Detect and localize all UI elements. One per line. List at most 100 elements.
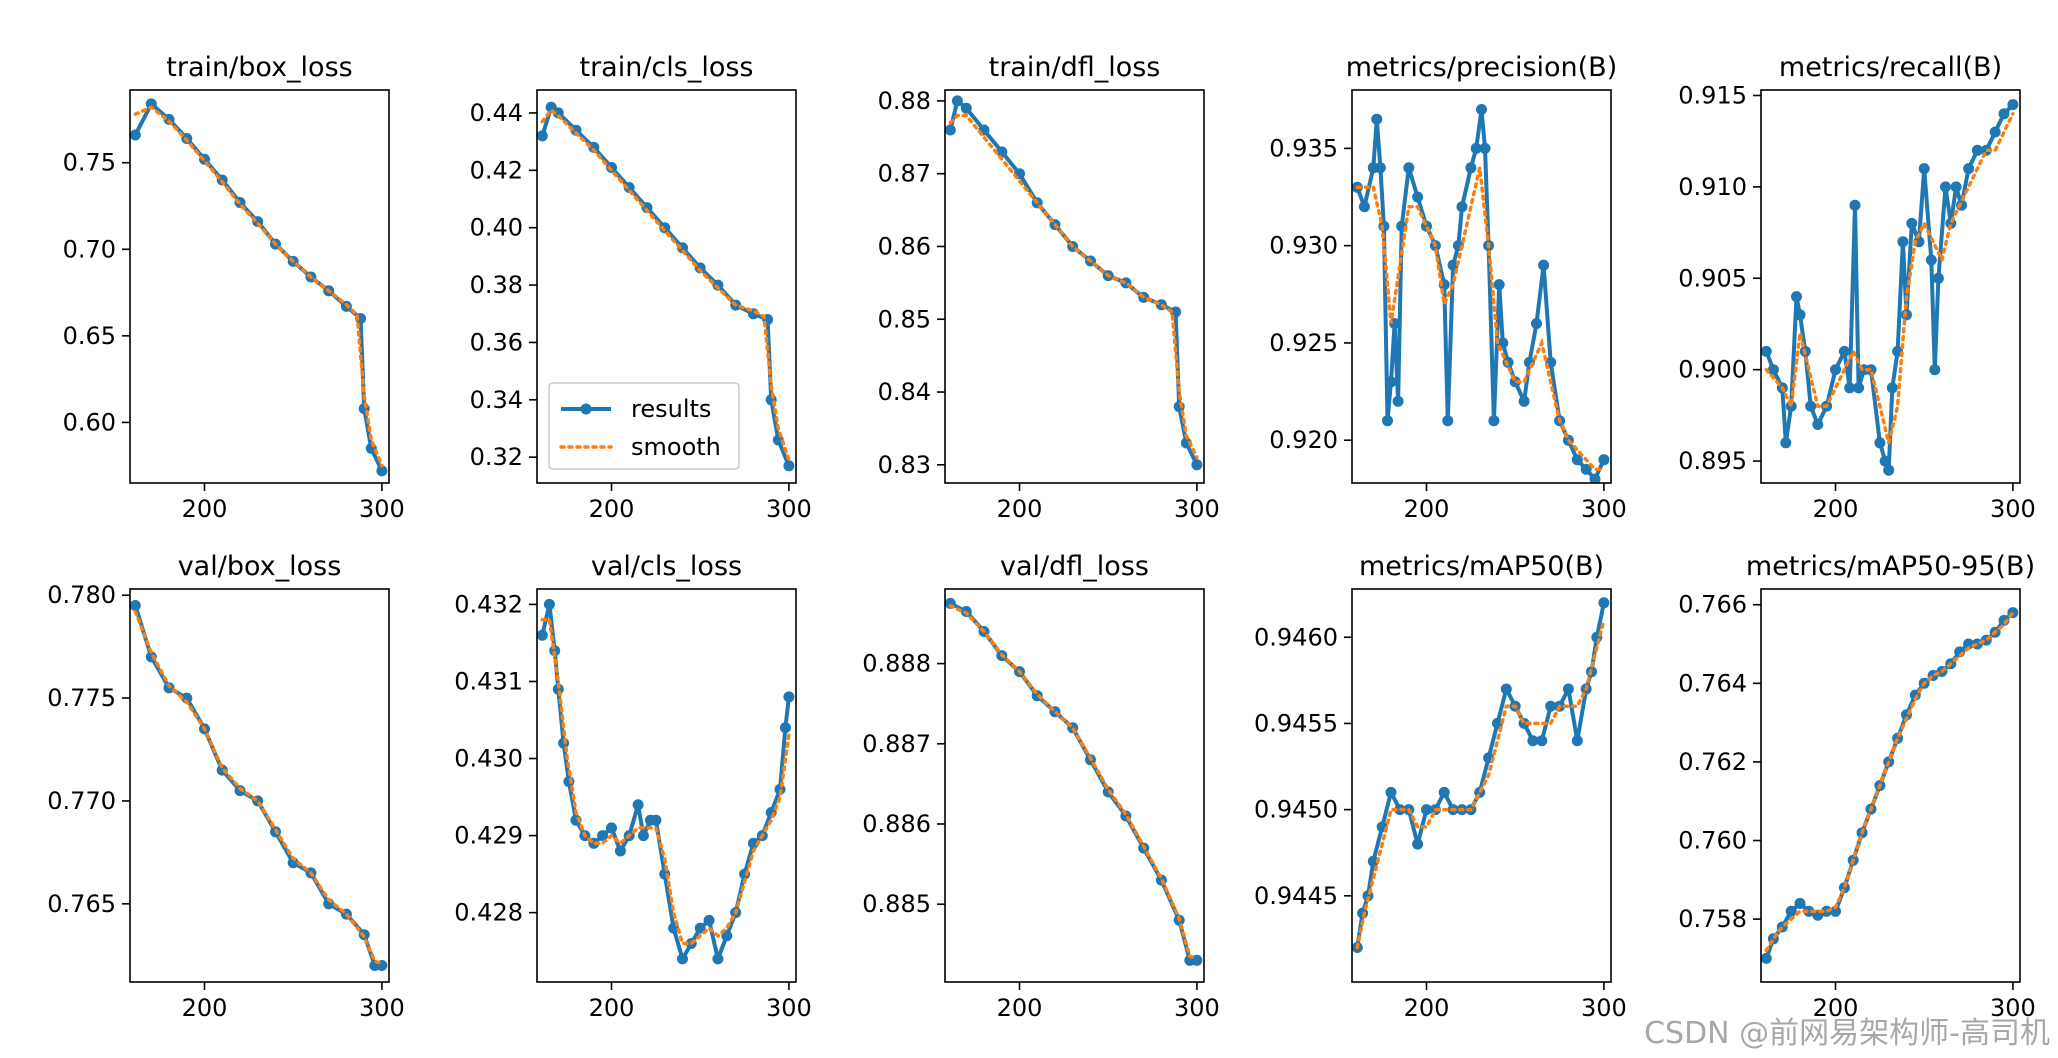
data-point bbox=[712, 279, 724, 291]
data-point bbox=[1838, 345, 1850, 357]
y-tick-label: 0.775 bbox=[47, 684, 116, 712]
y-tick-label: 0.758 bbox=[1678, 905, 1747, 933]
data-point bbox=[1598, 454, 1610, 466]
data-point bbox=[1785, 905, 1797, 917]
y-tick-label: 0.925 bbox=[1269, 329, 1338, 357]
plot-frame bbox=[536, 89, 797, 484]
y-tick-label: 0.34 bbox=[470, 386, 523, 414]
y-tick-label: 0.431 bbox=[454, 667, 523, 695]
data-point bbox=[1805, 400, 1817, 412]
x-tick-label: 300 bbox=[766, 994, 812, 1022]
series-line-results bbox=[1764, 103, 2015, 473]
data-point bbox=[1918, 163, 1930, 175]
data-point bbox=[1412, 191, 1424, 203]
data-point bbox=[1403, 162, 1415, 174]
data-point bbox=[945, 124, 956, 136]
series-line-smooth bbox=[1764, 610, 2015, 953]
y-tick-label: 0.87 bbox=[878, 160, 931, 188]
data-point bbox=[1812, 419, 1824, 430]
series-line-results bbox=[948, 98, 1199, 466]
x-tick-label: 300 bbox=[359, 495, 405, 523]
data-point bbox=[1925, 254, 1937, 266]
chart-title: metrics/precision(B) bbox=[1346, 52, 1618, 83]
data-point bbox=[1932, 272, 1944, 284]
plot-frame bbox=[1351, 89, 1612, 484]
series-line-results bbox=[949, 601, 1197, 963]
chart-title: val/box_loss bbox=[178, 551, 342, 582]
data-point bbox=[2007, 99, 2019, 111]
data-point bbox=[1761, 952, 1772, 964]
data-point bbox=[1442, 415, 1454, 427]
y-tick-label: 0.36 bbox=[470, 328, 523, 356]
y-tick-label: 0.770 bbox=[47, 787, 116, 815]
y-tick-label: 0.9455 bbox=[1254, 709, 1338, 737]
x-tick-label: 300 bbox=[1174, 495, 1220, 523]
data-point bbox=[1761, 345, 1772, 357]
data-point bbox=[1589, 473, 1601, 483]
y-tick-label: 0.70 bbox=[63, 235, 116, 263]
data-point bbox=[712, 953, 724, 965]
data-point bbox=[1989, 126, 2001, 138]
series-line-results bbox=[540, 602, 791, 961]
data-point bbox=[1367, 855, 1379, 867]
data-point bbox=[1580, 463, 1592, 475]
y-tick-label: 0.60 bbox=[63, 408, 116, 436]
y-tick-label: 0.764 bbox=[1678, 669, 1747, 697]
data-point bbox=[1385, 786, 1397, 798]
data-point bbox=[1531, 318, 1542, 329]
data-point bbox=[659, 222, 671, 234]
series-line-results bbox=[1355, 602, 1606, 948]
data-point bbox=[960, 102, 972, 114]
y-tick-label: 0.886 bbox=[862, 810, 931, 838]
data-point bbox=[1571, 454, 1583, 466]
data-point bbox=[570, 124, 582, 136]
data-point bbox=[1794, 897, 1806, 909]
y-tick-label: 0.32 bbox=[470, 443, 523, 471]
data-point bbox=[588, 141, 600, 153]
series-line-smooth bbox=[948, 604, 1199, 961]
series-line-smooth bbox=[133, 609, 384, 966]
chart-title: val/cls_loss bbox=[591, 551, 742, 582]
data-point bbox=[1874, 437, 1886, 449]
y-tick-label: 0.44 bbox=[470, 99, 523, 127]
data-point bbox=[1412, 838, 1424, 850]
series-line-smooth bbox=[948, 113, 1199, 460]
data-point bbox=[1470, 142, 1482, 154]
y-tick-label: 0.88 bbox=[878, 87, 931, 115]
data-point bbox=[694, 262, 706, 274]
y-tick-label: 0.766 bbox=[1678, 591, 1747, 619]
x-tick-label: 300 bbox=[766, 495, 812, 523]
y-tick-label: 0.65 bbox=[63, 322, 116, 350]
data-point bbox=[1562, 683, 1574, 695]
data-point bbox=[1803, 905, 1815, 917]
data-point bbox=[1998, 108, 2010, 120]
chart-title: train/cls_loss bbox=[579, 52, 753, 83]
y-tick-label: 0.895 bbox=[1678, 447, 1747, 475]
data-point bbox=[650, 814, 662, 826]
chart-panel-6: val/box_loss 200 300 0.765 0.770 0.775 0.780 bbox=[47, 551, 405, 1022]
data-point bbox=[1421, 804, 1432, 816]
data-point bbox=[1849, 199, 1861, 211]
data-point bbox=[1897, 236, 1909, 248]
data-point bbox=[563, 776, 575, 788]
x-tick-label: 200 bbox=[182, 994, 228, 1022]
series-line-smooth bbox=[1764, 112, 2015, 444]
data-point bbox=[1830, 364, 1841, 376]
data-point bbox=[637, 830, 649, 842]
data-point bbox=[1971, 144, 1983, 156]
plot-frame bbox=[1760, 588, 2021, 983]
chart-panel-5: metrics/recall(B) 200 300 0.895 0.900 0.905 0.… bbox=[1678, 52, 2036, 523]
data-point bbox=[1500, 683, 1512, 695]
data-point bbox=[1438, 786, 1450, 798]
data-point bbox=[1598, 597, 1610, 609]
data-point bbox=[1191, 459, 1203, 471]
data-point bbox=[1479, 142, 1491, 154]
data-point bbox=[614, 845, 626, 857]
x-tick-label: 300 bbox=[1581, 994, 1627, 1022]
data-point bbox=[1830, 905, 1841, 917]
x-tick-label: 200 bbox=[1404, 994, 1450, 1022]
chart-title: metrics/mAP50-95(B) bbox=[1746, 551, 2035, 582]
data-point bbox=[1476, 104, 1487, 115]
x-tick-label: 200 bbox=[589, 495, 635, 523]
data-point bbox=[537, 130, 548, 142]
